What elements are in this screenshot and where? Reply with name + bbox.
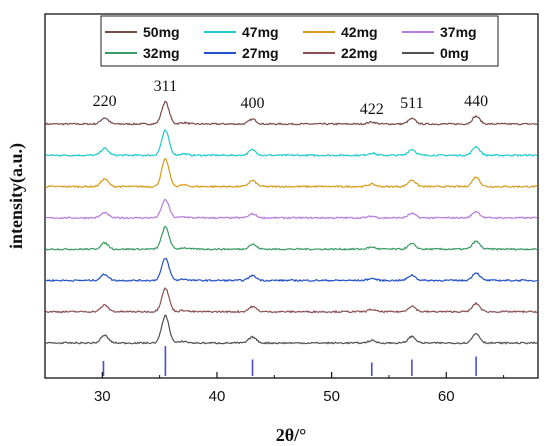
- legend-box: [100, 15, 499, 67]
- x-tick-label-40: 40: [209, 388, 226, 405]
- series-50mg: [45, 100, 538, 126]
- series-27mg: [45, 257, 538, 283]
- x-tick-label-30: 30: [94, 388, 111, 405]
- peak-label-220: 220: [93, 93, 117, 110]
- legend-label-37mg: 37mg: [440, 24, 477, 40]
- legend-label-42mg: 42mg: [341, 24, 378, 40]
- peak-label-440: 440: [464, 93, 488, 110]
- peak-label-311: 311: [154, 78, 177, 95]
- legend-label-32mg: 32mg: [143, 45, 180, 61]
- x-tick-label-60: 60: [438, 388, 455, 405]
- x-tick-label-50: 50: [323, 388, 340, 405]
- series-32mg: [45, 225, 538, 251]
- peak-labels: 220 311 400 422 511 440: [93, 78, 488, 118]
- legend: 50mg 47mg 42mg 37mg 32mg 27mg 22mg 0mg: [100, 15, 499, 67]
- peak-label-400: 400: [241, 95, 265, 112]
- peak-label-511: 511: [400, 95, 423, 112]
- legend-label-27mg: 27mg: [242, 45, 279, 61]
- legend-label-22mg: 22mg: [341, 45, 378, 61]
- legend-label-50mg: 50mg: [143, 24, 180, 40]
- plot-frame: [44, 13, 539, 379]
- peak-label-422: 422: [360, 101, 384, 118]
- series-layer: [45, 100, 538, 345]
- series-42mg: [45, 157, 538, 189]
- legend-label-47mg: 47mg: [242, 24, 279, 40]
- series-0mg: [45, 314, 538, 345]
- series-47mg: [45, 129, 538, 158]
- x-axis-title: 2θ/°: [276, 425, 307, 445]
- reference-lines: [102, 346, 477, 376]
- x-ticks: 30 40 50 60: [44, 372, 505, 405]
- series-37mg: [45, 198, 538, 220]
- y-axis-title: intensity(a.u.): [6, 143, 27, 249]
- legend-label-0mg: 0mg: [440, 45, 469, 61]
- series-22mg: [45, 287, 538, 314]
